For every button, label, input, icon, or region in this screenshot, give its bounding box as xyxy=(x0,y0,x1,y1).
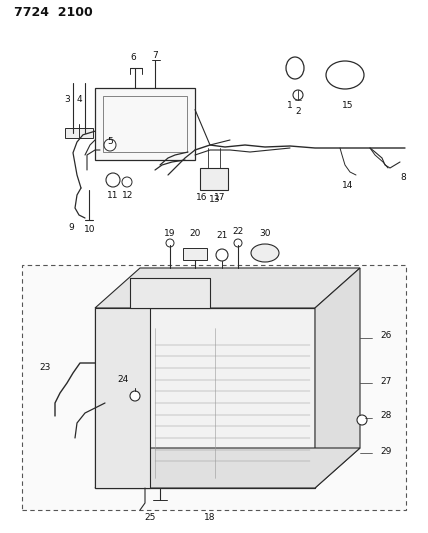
Text: 29: 29 xyxy=(380,447,391,456)
Bar xyxy=(95,308,315,488)
Circle shape xyxy=(106,173,120,187)
Bar xyxy=(95,88,195,160)
Bar xyxy=(65,128,93,138)
Text: 5: 5 xyxy=(107,138,113,147)
Text: 9: 9 xyxy=(68,223,74,232)
Text: 27: 27 xyxy=(380,376,391,385)
Text: 17: 17 xyxy=(214,193,226,203)
Text: 8: 8 xyxy=(400,174,406,182)
Polygon shape xyxy=(315,268,360,488)
Text: 14: 14 xyxy=(342,181,354,190)
Text: 2: 2 xyxy=(295,108,301,117)
Text: 23: 23 xyxy=(39,364,51,373)
Text: 18: 18 xyxy=(204,513,216,522)
Bar xyxy=(22,265,406,510)
Polygon shape xyxy=(95,268,360,308)
Text: 26: 26 xyxy=(380,332,391,341)
Text: 3: 3 xyxy=(64,95,70,104)
Text: 7724  2100: 7724 2100 xyxy=(14,5,93,19)
Bar xyxy=(183,248,207,260)
Text: 10: 10 xyxy=(84,225,96,235)
Text: 22: 22 xyxy=(232,227,244,236)
Bar xyxy=(103,96,187,152)
Bar xyxy=(200,168,228,190)
Circle shape xyxy=(216,249,228,261)
Circle shape xyxy=(130,391,140,401)
Circle shape xyxy=(122,177,132,187)
Text: 13: 13 xyxy=(209,196,221,205)
Text: 30: 30 xyxy=(259,229,271,238)
Text: 11: 11 xyxy=(107,190,119,199)
Circle shape xyxy=(357,415,367,425)
Circle shape xyxy=(234,239,242,247)
Text: 7: 7 xyxy=(152,52,158,61)
Text: 15: 15 xyxy=(342,101,354,109)
Bar xyxy=(130,278,210,308)
Text: 4: 4 xyxy=(76,95,82,104)
Circle shape xyxy=(293,90,303,100)
Text: 16: 16 xyxy=(196,193,208,203)
Text: 20: 20 xyxy=(189,229,201,238)
Text: 1: 1 xyxy=(287,101,293,109)
Circle shape xyxy=(104,139,116,151)
Polygon shape xyxy=(95,448,360,488)
Text: 25: 25 xyxy=(144,513,156,522)
Text: 12: 12 xyxy=(122,190,134,199)
Circle shape xyxy=(166,239,174,247)
Text: 28: 28 xyxy=(380,411,391,421)
Text: 24: 24 xyxy=(117,376,129,384)
Bar xyxy=(95,308,150,488)
Text: 6: 6 xyxy=(130,53,136,62)
Text: 21: 21 xyxy=(216,230,228,239)
Ellipse shape xyxy=(251,244,279,262)
Text: 19: 19 xyxy=(164,229,176,238)
